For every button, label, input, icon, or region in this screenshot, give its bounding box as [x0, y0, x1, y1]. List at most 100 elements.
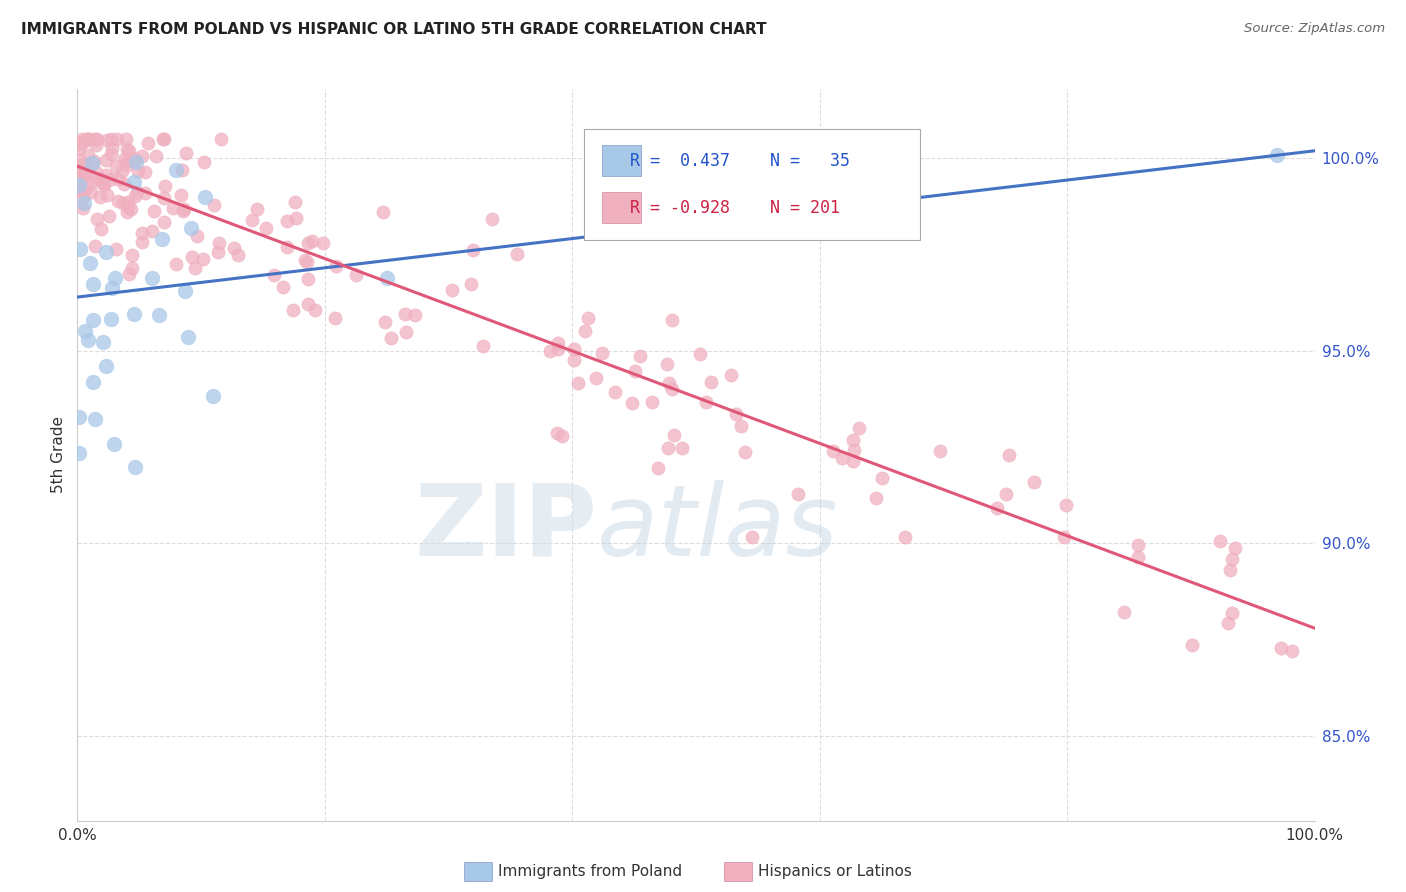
Point	[700, 375, 723, 389]
Point	[115, 158, 138, 172]
Point	[1216, 615, 1239, 630]
Point	[134, 186, 156, 200]
Point	[184, 260, 207, 275]
Point	[75, 167, 97, 181]
Point	[153, 215, 176, 229]
Point	[122, 307, 145, 321]
Point	[628, 349, 651, 363]
Point	[695, 394, 717, 409]
Point	[83, 411, 105, 425]
Point	[180, 220, 202, 235]
Point	[226, 248, 249, 262]
Point	[100, 132, 122, 146]
Point	[131, 149, 153, 163]
Point	[547, 342, 569, 356]
Point	[94, 153, 117, 167]
Point	[730, 418, 752, 433]
Point	[323, 310, 346, 325]
Point	[481, 212, 503, 227]
Point	[209, 132, 232, 146]
Point	[395, 325, 418, 339]
Point	[661, 382, 683, 396]
Point	[72, 163, 94, 178]
Point	[82, 375, 104, 389]
Point	[115, 154, 138, 169]
Point	[84, 165, 107, 179]
Point	[657, 442, 679, 456]
Point	[460, 277, 482, 291]
Point	[124, 189, 146, 203]
Point	[394, 306, 416, 320]
Point	[1270, 640, 1292, 655]
Point	[79, 132, 101, 146]
Point	[842, 454, 865, 468]
Point	[121, 248, 143, 262]
Point	[263, 268, 285, 282]
Point	[246, 202, 269, 216]
Text: atlas: atlas	[598, 480, 838, 576]
Point	[96, 188, 118, 202]
Point	[1126, 549, 1149, 564]
Point	[550, 428, 572, 442]
Point	[574, 325, 596, 339]
Text: Hispanics or Latinos: Hispanics or Latinos	[758, 864, 911, 879]
Point	[153, 132, 176, 146]
Point	[1281, 644, 1303, 658]
Point	[90, 222, 112, 236]
Point	[208, 235, 231, 250]
Point	[1220, 552, 1243, 566]
Point	[79, 255, 101, 269]
Point	[93, 177, 115, 191]
Point	[538, 343, 561, 358]
Point	[105, 242, 128, 256]
Point	[661, 313, 683, 327]
Point	[724, 407, 747, 421]
Point	[786, 486, 808, 500]
Point	[176, 146, 198, 161]
Point	[1112, 605, 1135, 619]
Point	[131, 235, 153, 249]
Point	[115, 142, 138, 156]
Point	[105, 159, 128, 173]
Point	[150, 232, 173, 246]
Point	[83, 154, 105, 169]
Point	[82, 313, 104, 327]
Point	[928, 443, 950, 458]
Point	[134, 165, 156, 179]
Point	[112, 195, 135, 210]
Point	[124, 152, 146, 166]
Point	[101, 281, 124, 295]
Point	[1219, 563, 1241, 577]
Point	[67, 158, 90, 172]
Point	[591, 346, 613, 360]
Point	[894, 530, 917, 544]
Point	[114, 178, 136, 192]
Point	[472, 339, 495, 353]
Point	[83, 170, 105, 185]
Point	[647, 461, 669, 475]
Text: Immigrants from Poland: Immigrants from Poland	[498, 864, 682, 879]
Point	[848, 421, 870, 435]
Point	[90, 172, 112, 186]
Point	[461, 243, 484, 257]
Point	[823, 444, 845, 458]
Point	[1223, 541, 1246, 555]
Point	[620, 396, 643, 410]
Point	[72, 190, 94, 204]
Point	[103, 436, 125, 450]
Point	[605, 385, 627, 400]
Point	[172, 162, 194, 177]
Point	[76, 147, 98, 161]
Point	[67, 141, 90, 155]
Point	[870, 470, 893, 484]
Point	[67, 182, 90, 196]
Point	[842, 433, 865, 447]
Point	[86, 138, 108, 153]
Point	[82, 277, 104, 291]
Point	[295, 255, 318, 269]
Point	[73, 324, 96, 338]
Point	[70, 132, 93, 146]
Point	[689, 347, 711, 361]
Point	[142, 204, 165, 219]
Point	[96, 168, 118, 182]
